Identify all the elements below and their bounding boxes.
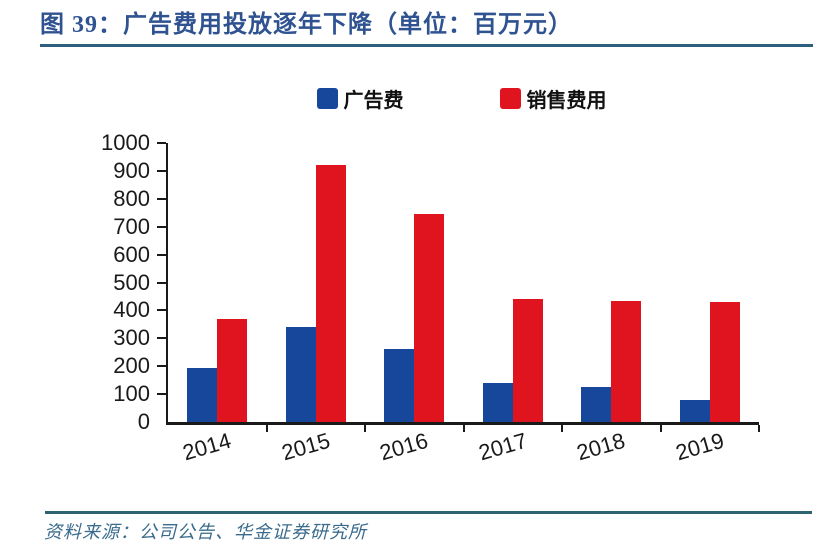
y-tick-label: 0 (137, 409, 150, 434)
ad-expense-swatch-icon (316, 88, 338, 109)
y-tick-label: 100 (113, 381, 150, 407)
y-axis-tick (157, 393, 166, 396)
footer-rule (45, 511, 812, 514)
x-axis-tick (758, 425, 760, 432)
bar-2018 (581, 387, 612, 422)
x-axis-labels: 2014 2015 2016 2017 2018 2019 (166, 428, 757, 490)
x-axis-tick (659, 425, 662, 432)
legend-label-ad-expense: 广告费 (343, 90, 404, 112)
x-axis-tick (462, 425, 465, 432)
y-axis-labels: 1000 900 800 700 600 500 400 300 200 100 0 (60, 132, 150, 433)
bar-group-2019 (661, 143, 760, 422)
bar-group-2018 (562, 143, 661, 422)
bar-2019 (709, 302, 740, 422)
x-tick-label-2014: 2014 (180, 427, 235, 466)
y-axis-tick (157, 281, 166, 284)
y-axis-tick (157, 365, 166, 368)
bar-group-2017 (464, 143, 563, 422)
x-axis-tick (561, 425, 563, 432)
bar-group-2015 (267, 143, 366, 422)
bar-group-2014 (168, 143, 267, 422)
y-axis-tick (157, 253, 166, 256)
y-axis-tick (157, 169, 166, 172)
legend-item-ad-expense: 广告费 (316, 84, 404, 113)
selling-expense-swatch-icon (499, 88, 521, 109)
bar-group-2016 (365, 143, 464, 422)
legend-item-selling-expense: 销售费用 (499, 84, 607, 113)
y-axis-tick (157, 197, 166, 200)
y-tick-label: 600 (113, 241, 150, 267)
x-tick-label-2016: 2016 (377, 427, 432, 466)
chart-legend: 广告费 销售费用 (166, 84, 757, 113)
y-tick-label: 400 (113, 297, 150, 323)
y-axis-tick (157, 225, 166, 228)
y-tick-label: 800 (113, 185, 150, 211)
bar-2016 (384, 349, 415, 422)
y-axis-tick (157, 309, 166, 312)
bar-2017 (512, 299, 543, 422)
bar-2015 (315, 165, 346, 422)
y-tick-label: 300 (113, 325, 150, 351)
bar-2016 (414, 214, 445, 422)
bar-2015 (285, 327, 316, 422)
bar-2014 (187, 367, 218, 422)
y-tick-label: 200 (113, 353, 150, 379)
bar-2019 (679, 399, 710, 422)
source-note: 资料来源：公司公告、华金证券研究所 (44, 522, 367, 542)
legend-label-selling-expense: 销售费用 (526, 90, 607, 112)
y-tick-label: 1000 (101, 130, 150, 155)
y-tick-label: 700 (113, 213, 150, 239)
figure-title: 图 39：广告费用投放逐年下降（单位：百万元） (40, 12, 573, 38)
y-axis-tick (157, 142, 166, 144)
x-axis-tick (364, 425, 366, 432)
x-tick-label-2017: 2017 (475, 427, 530, 466)
x-tick-label-2015: 2015 (278, 427, 333, 466)
x-tick-label-2019: 2019 (672, 427, 727, 466)
x-tick-label-2018: 2018 (574, 427, 629, 466)
bar-2017 (482, 382, 513, 422)
y-tick-label: 500 (113, 269, 150, 295)
y-tick-label: 900 (113, 157, 150, 183)
title-underline (40, 44, 813, 47)
x-axis-tick (265, 425, 268, 432)
plot-area (157, 142, 760, 432)
bar-2014 (217, 318, 248, 422)
bar-2018 (611, 300, 642, 422)
y-axis-tick (157, 337, 166, 340)
